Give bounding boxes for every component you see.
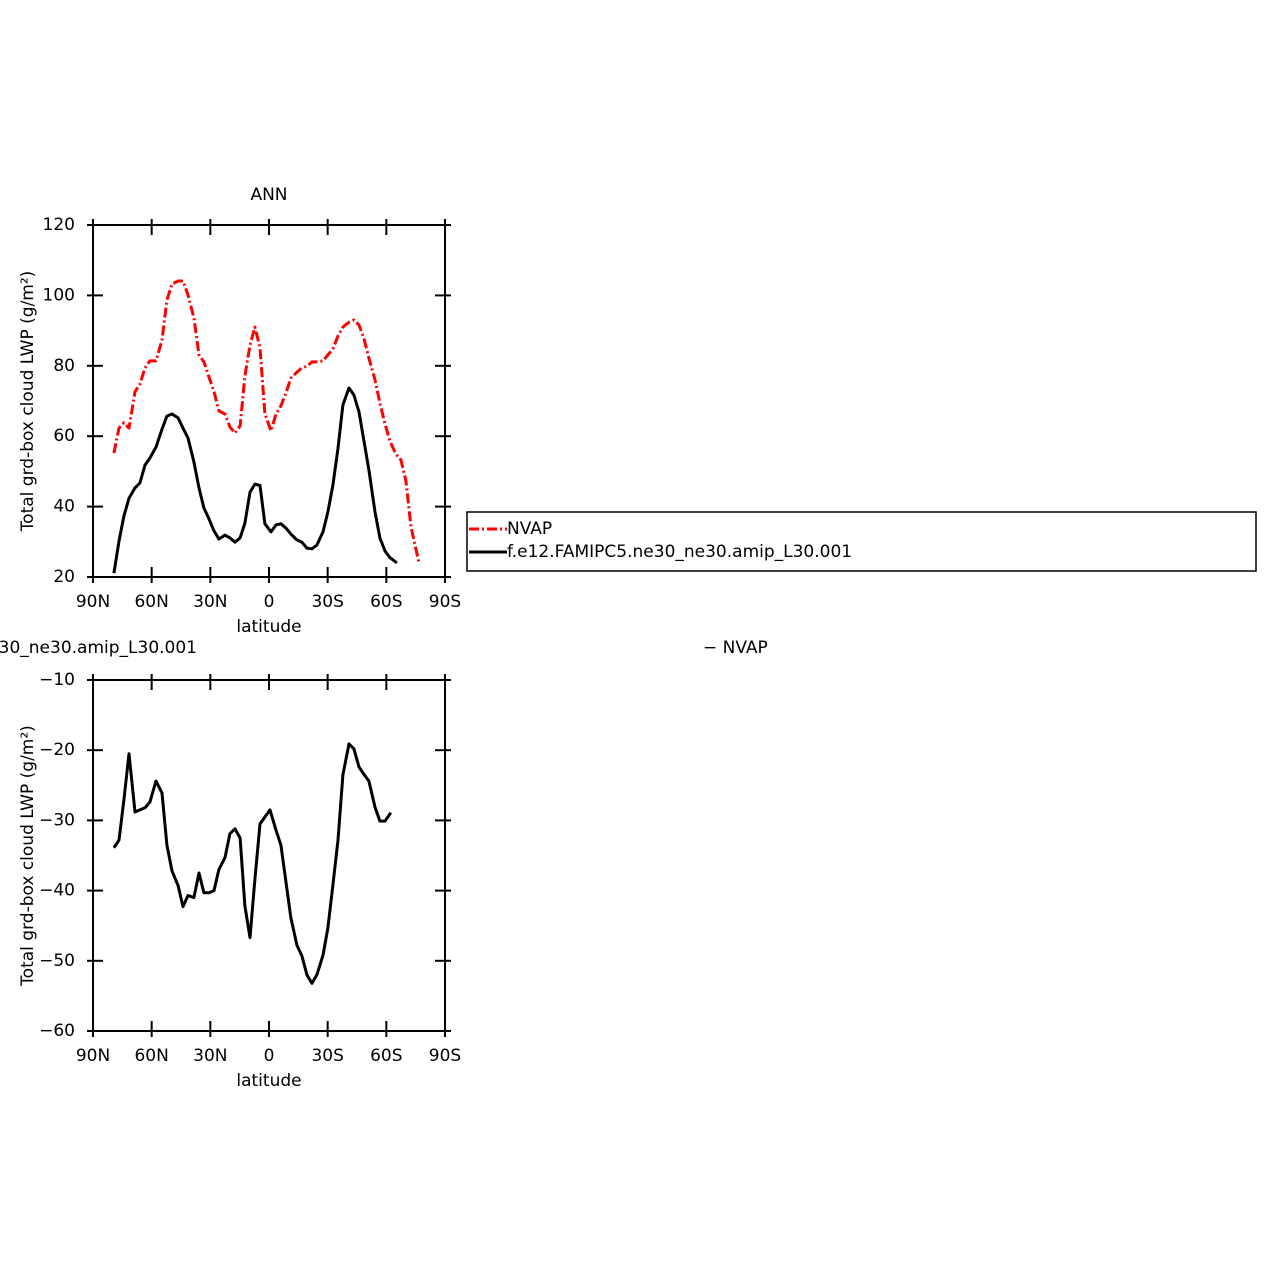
y-axis-label: Total grd-box cloud LWP (g/m²): [18, 271, 38, 533]
y-tick-label: −10: [39, 670, 75, 690]
x-tick-label: 30N: [193, 1046, 227, 1066]
plot-frame: [92, 224, 446, 578]
y-tick-label: 80: [53, 356, 75, 376]
legend-label: NVAP: [507, 519, 552, 539]
legend-box: [466, 511, 1257, 572]
data-line: [112, 386, 398, 574]
chart-title: ANN: [250, 185, 287, 205]
x-tick-label: 30N: [193, 592, 227, 612]
data-line: [112, 742, 393, 985]
y-tick-label: −40: [39, 881, 75, 901]
y-tick-label: −50: [39, 951, 75, 971]
x-tick-label: 60S: [370, 1046, 402, 1066]
x-tick-label: 90S: [429, 592, 461, 612]
y-tick-label: 120: [43, 215, 75, 235]
y-tick-label: −30: [39, 810, 75, 830]
x-tick-label: 90N: [76, 592, 110, 612]
x-tick-label: 0: [264, 592, 275, 612]
x-tick-label: 60N: [134, 592, 168, 612]
right-title: − NVAP: [703, 638, 768, 658]
x-tick-label: 90S: [429, 1046, 461, 1066]
left-title: f.e12.FAMIPC5.ne30_ne30.amip_L30.001: [0, 638, 197, 658]
y-tick-label: −20: [39, 740, 75, 760]
x-tick-label: 60S: [370, 592, 402, 612]
x-tick-label: 60N: [134, 1046, 168, 1066]
x-tick-label: 30S: [311, 592, 343, 612]
x-tick-label: 90N: [76, 1046, 110, 1066]
y-axis-label: Total grd-box cloud LWP (g/m²): [18, 725, 38, 987]
x-tick-label: 0: [264, 1046, 275, 1066]
plot-frame: [92, 679, 446, 1032]
y-tick-label: 40: [53, 497, 75, 517]
x-axis-label: latitude: [236, 1071, 301, 1091]
y-tick-label: 100: [43, 285, 75, 305]
data-line: [112, 279, 421, 564]
y-tick-label: 20: [53, 567, 75, 587]
y-tick-label: 60: [53, 426, 75, 446]
x-tick-label: 30S: [311, 1046, 343, 1066]
y-tick-label: −60: [39, 1021, 75, 1041]
x-axis-label: latitude: [236, 617, 301, 637]
legend-label: f.e12.FAMIPC5.ne30_ne30.amip_L30.001: [507, 542, 852, 562]
